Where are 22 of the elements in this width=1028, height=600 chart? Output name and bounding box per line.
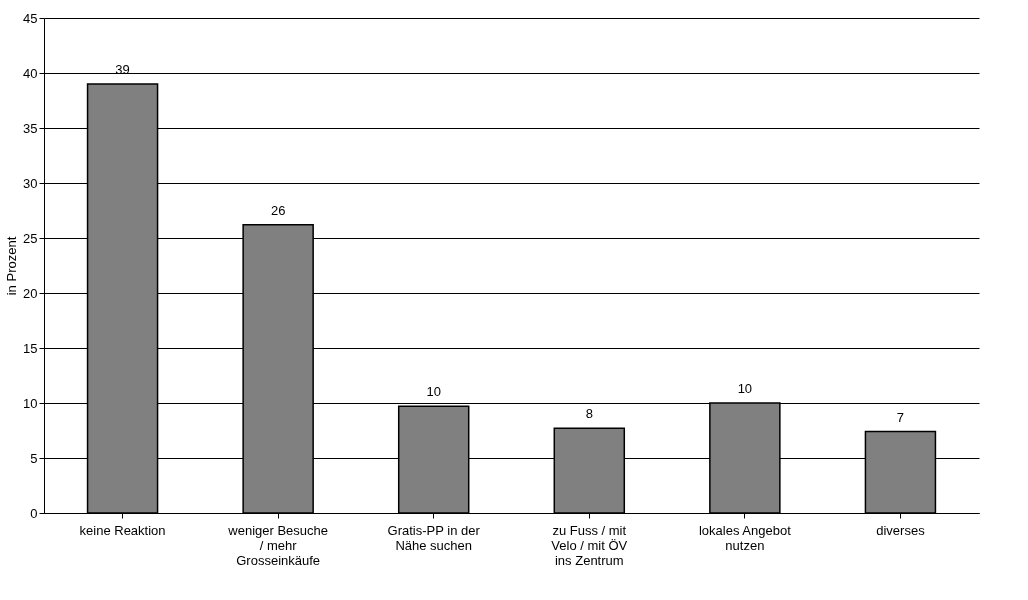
x-tick-label: weniger Besuche / mehr Grosseinkäufe <box>227 522 329 568</box>
y-axis-title: in Prozent <box>4 236 20 296</box>
x-tick-label: diverses <box>876 522 926 538</box>
y-tick-label: 35 <box>23 120 38 136</box>
data-label: 7 <box>896 409 905 425</box>
y-tick-label: 45 <box>23 10 38 26</box>
x-tick-label: zu Fuss / mit Velo / mit ÖV ins Zentrum <box>551 522 628 568</box>
y-tick-label: 40 <box>23 65 38 81</box>
x-tick-label: Gratis-PP in der Nähe suchen <box>387 522 481 553</box>
data-label: 10 <box>426 384 441 400</box>
data-label: 26 <box>270 202 286 218</box>
y-tick-label: 30 <box>23 175 38 191</box>
y-tick-label: 10 <box>23 395 38 411</box>
y-tick-label: 20 <box>23 285 38 301</box>
y-tick-label: 15 <box>23 340 38 356</box>
y-tick-label: 25 <box>23 230 38 246</box>
data-label: 8 <box>585 406 593 422</box>
x-tick-label: keine Reaktion <box>79 522 166 538</box>
x-tick-label: lokales Angebot nutzen <box>698 522 792 553</box>
y-tick-label: 5 <box>30 450 38 466</box>
y-tick-label: 0 <box>30 505 38 521</box>
data-label: 10 <box>737 381 753 396</box>
